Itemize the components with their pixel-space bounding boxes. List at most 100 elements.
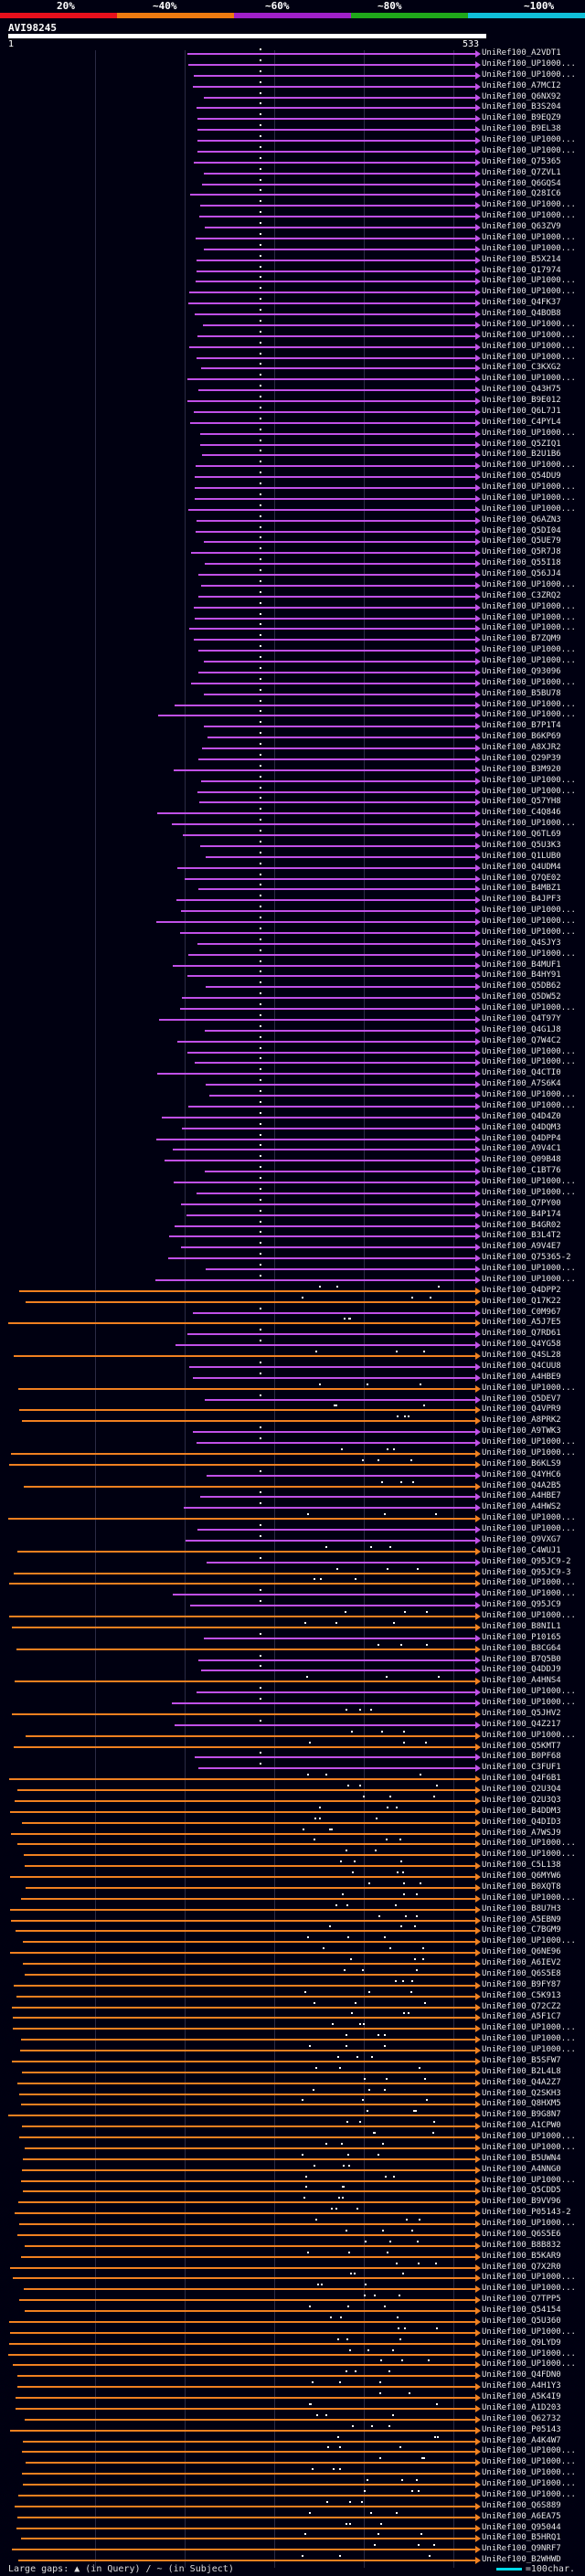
hit-label-link[interactable]: UniRef100_UP1000... [482,1274,576,1284]
hit-label-link[interactable]: UniRef100_Q95JC9-2 [482,1556,571,1566]
hit-label-link[interactable]: UniRef100_Q28IC6 [482,189,561,199]
hit-label-link[interactable]: UniRef100_Q9NRF7 [482,2544,561,2554]
hit-label-link[interactable]: UniRef100_UP1000... [482,1100,576,1110]
hit-label-link[interactable]: UniRef100_Q8HXM5 [482,2099,561,2109]
hit-label-link[interactable]: UniRef100_B5KAR9 [482,2251,561,2261]
hit-label-link[interactable]: UniRef100_Q4DPP4 [482,1133,561,1143]
hit-label-link[interactable]: UniRef100_UP1000... [482,1046,576,1056]
hit-label-link[interactable]: UniRef100_Q75365-2 [482,1253,571,1263]
hit-label-link[interactable]: UniRef100_B5SFW7 [482,2055,561,2065]
hit-label-link[interactable]: UniRef100_UP1000... [482,612,576,622]
hit-label-link[interactable]: UniRef100_C4Q846 [482,808,561,818]
hit-label-link[interactable]: UniRef100_UP1000... [482,1447,576,1458]
hit-label-link[interactable]: UniRef100_Q55I18 [482,558,561,568]
hit-label-link[interactable]: UniRef100_UP1000... [482,917,576,926]
hit-label-link[interactable]: UniRef100_Q7QE02 [482,873,561,883]
hit-label-link[interactable]: UniRef100_Q56JJ4 [482,569,561,578]
hit-label-link[interactable]: UniRef100_UP1000... [482,243,576,253]
hit-label-link[interactable]: UniRef100_B5HRQ1 [482,2533,561,2543]
hit-label-link[interactable]: UniRef100_UP1000... [482,949,576,959]
hit-label-link[interactable]: UniRef100_UP1000... [482,2034,576,2044]
hit-label-link[interactable]: UniRef100_B5X214 [482,254,561,264]
hit-label-link[interactable]: UniRef100_Q4Z217 [482,1719,561,1729]
hit-label-link[interactable]: UniRef100_UP1000... [482,2479,576,2488]
hit-label-link[interactable]: UniRef100_UP1000... [482,2273,576,2283]
hit-label-link[interactable]: UniRef100_B4P174 [482,1209,561,1219]
hit-label-link[interactable]: UniRef100_UP1000... [482,2359,576,2369]
hit-label-link[interactable]: UniRef100_B6KP69 [482,732,561,742]
hit-label-link[interactable]: UniRef100_Q2U3Q3 [482,1795,561,1805]
hit-label-link[interactable]: UniRef100_B4MUF1 [482,959,561,970]
hit-label-link[interactable]: UniRef100_Q6NE96 [482,1947,561,1957]
hit-label-link[interactable]: UniRef100_UP1000... [482,2348,576,2359]
hit-label-link[interactable]: UniRef100_UP1000... [482,2457,576,2467]
hit-label-link[interactable]: UniRef100_Q6S5E8 [482,1968,561,1978]
hit-label-link[interactable]: UniRef100_UP1000... [482,287,576,297]
hit-label-link[interactable]: UniRef100_Q2U3Q4 [482,1785,561,1794]
hit-label-link[interactable]: UniRef100_B4JPF3 [482,895,561,905]
hit-label-link[interactable]: UniRef100_UP1000... [482,1383,576,1393]
hit-label-link[interactable]: UniRef100_Q6NX92 [482,91,561,101]
hit-label-link[interactable]: UniRef100_UP1000... [482,2468,576,2478]
hit-label-link[interactable]: UniRef100_Q2SKH3 [482,2088,561,2098]
hit-label-link[interactable]: UniRef100_UP1000... [482,1687,576,1697]
hit-label-link[interactable]: UniRef100_UP1000... [482,1177,576,1186]
hit-label-link[interactable]: UniRef100_A5J7E5 [482,1318,561,1328]
hit-label-link[interactable]: UniRef100_Q7PY00 [482,1198,561,1208]
hit-label-link[interactable]: UniRef100_C0M967 [482,1307,561,1317]
hit-label-link[interactable]: UniRef100_Q5DEV7 [482,1394,561,1404]
hit-label-link[interactable]: UniRef100_B4DDM3 [482,1806,561,1816]
hit-label-link[interactable]: UniRef100_A9V4C1 [482,1144,561,1154]
hit-label-link[interactable]: UniRef100_UP1000... [482,145,576,155]
hit-label-link[interactable]: UniRef100_B7ZQM9 [482,634,561,644]
hit-label-link[interactable]: UniRef100_UP1000... [482,2142,576,2152]
hit-label-link[interactable]: UniRef100_B2L4L8 [482,2066,561,2076]
hit-label-link[interactable]: UniRef100_Q5JHV2 [482,1708,561,1718]
hit-label-link[interactable]: UniRef100_Q63ZV9 [482,222,561,231]
hit-label-link[interactable]: UniRef100_Q43H75 [482,385,561,395]
hit-label-link[interactable]: UniRef100_UP1000... [482,69,576,80]
hit-label-link[interactable]: UniRef100_UP1000... [482,1892,576,1903]
hit-label-link[interactable]: UniRef100_Q5DB62 [482,981,561,991]
hit-label-link[interactable]: UniRef100_Q4D4Z0 [482,1111,561,1121]
hit-label-link[interactable]: UniRef100_Q17974 [482,265,561,275]
hit-label-link[interactable]: UniRef100_P05143-2 [482,2208,571,2218]
hit-label-link[interactable]: UniRef100_B8B832 [482,2240,561,2250]
hit-label-link[interactable]: UniRef100_UP1000... [482,352,576,362]
hit-label-link[interactable]: UniRef100_Q5UE79 [482,536,561,546]
hit-label-link[interactable]: UniRef100_UP1000... [482,1730,576,1740]
hit-label-link[interactable]: UniRef100_A2VDT1 [482,48,561,58]
hit-label-link[interactable]: UniRef100_Q7W4C2 [482,1035,561,1045]
hit-label-link[interactable]: UniRef100_UP1000... [482,1003,576,1012]
hit-label-link[interactable]: UniRef100_UP1000... [482,276,576,286]
hit-label-link[interactable]: UniRef100_P05143 [482,2424,561,2434]
hit-label-link[interactable]: UniRef100_Q4UDM4 [482,862,561,872]
hit-label-link[interactable]: UniRef100_C1BT76 [482,1166,561,1176]
hit-label-link[interactable]: UniRef100_A1D203 [482,2402,561,2412]
hit-label-link[interactable]: UniRef100_Q6S889 [482,2500,561,2510]
hit-label-link[interactable]: UniRef100_Q72CZ2 [482,2001,561,2011]
hit-label-link[interactable]: UniRef100_UP1000... [482,645,576,655]
hit-label-link[interactable]: UniRef100_A4HBE7 [482,1491,561,1501]
hit-label-link[interactable]: UniRef100_UP1000... [482,1513,576,1523]
hit-label-link[interactable]: UniRef100_Q5DI04 [482,525,561,535]
hit-label-link[interactable]: UniRef100_UP1000... [482,2284,576,2294]
hit-label-link[interactable]: UniRef100_Q4BOB8 [482,309,561,318]
hit-label-link[interactable]: UniRef100_A4HBE9 [482,1372,561,1382]
hit-label-link[interactable]: UniRef100_Q4YHC6 [482,1469,561,1479]
hit-label-link[interactable]: UniRef100_C4WUJ1 [482,1545,561,1555]
hit-label-link[interactable]: UniRef100_B5BU78 [482,688,561,698]
hit-label-link[interactable]: UniRef100_Q6AZN3 [482,514,561,525]
hit-label-link[interactable]: UniRef100_UP1000... [482,461,576,471]
hit-label-link[interactable]: UniRef100_UP1000... [482,341,576,351]
hit-label-link[interactable]: UniRef100_A8XJR2 [482,743,561,752]
hit-label-link[interactable]: UniRef100_UP1000... [482,2175,576,2185]
hit-label-link[interactable]: UniRef100_B3M920 [482,764,561,774]
hit-label-link[interactable]: UniRef100_UP1000... [482,656,576,665]
hit-label-link[interactable]: UniRef100_C3KXG2 [482,363,561,373]
hit-label-link[interactable]: UniRef100_Q4CUU8 [482,1361,561,1371]
hit-label-link[interactable]: UniRef100_UP1000... [482,200,576,210]
hit-label-link[interactable]: UniRef100_B3S204 [482,102,561,112]
hit-label-link[interactable]: UniRef100_Q54154 [482,2306,561,2315]
hit-label-link[interactable]: UniRef100_UP1000... [482,699,576,709]
